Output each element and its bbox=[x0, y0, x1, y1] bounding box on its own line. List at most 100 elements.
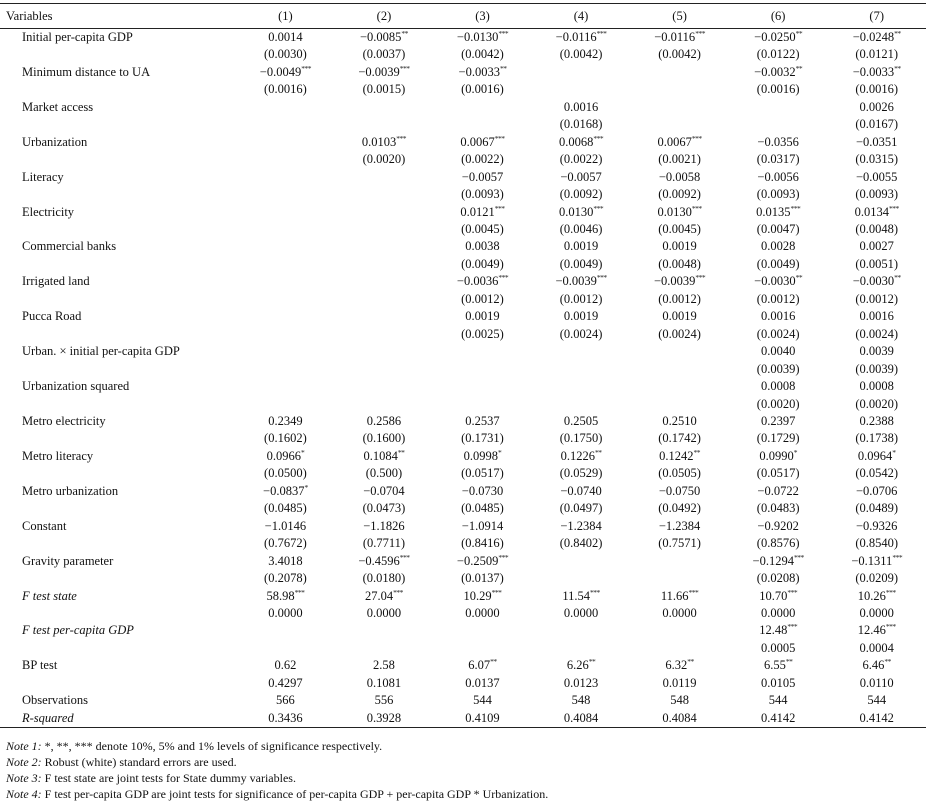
row-label bbox=[0, 256, 236, 273]
cell-value: 0.0964 bbox=[857, 448, 893, 463]
cell-value: −0.0039 bbox=[555, 274, 597, 289]
table-cell: (0.0012) bbox=[827, 291, 926, 308]
table-cell: 0.0019 bbox=[433, 308, 532, 325]
table-cell: 0.0966* bbox=[236, 448, 335, 465]
table-cell: 0.62 bbox=[236, 657, 335, 674]
significance-stars: *** bbox=[498, 552, 509, 562]
table-row: Observations 566 556 544 548 548 544 544 bbox=[0, 692, 926, 709]
significance-stars: ** bbox=[499, 63, 507, 73]
cell-value: (0.0016) bbox=[855, 82, 899, 97]
table-cell: (0.1738) bbox=[827, 430, 926, 447]
table-cell: (0.0497) bbox=[532, 500, 631, 517]
cell-value: 0.0105 bbox=[760, 675, 796, 690]
table-cell: 11.54*** bbox=[532, 588, 631, 605]
cell-value: −1.1826 bbox=[363, 518, 405, 533]
significance-stars: *** bbox=[498, 273, 509, 283]
table-cell: 0.0103*** bbox=[335, 134, 434, 151]
cell-value: 0.2510 bbox=[662, 413, 697, 428]
table-cell: 0.3436 bbox=[236, 709, 335, 729]
cell-value: (0.0012) bbox=[855, 291, 899, 306]
cell-value: (0.500) bbox=[365, 466, 403, 481]
table-cell: −1.0914 bbox=[433, 518, 532, 535]
significance-stars: ** bbox=[894, 63, 901, 73]
cell-value: (0.0025) bbox=[461, 326, 504, 341]
table-cell: (0.0024) bbox=[630, 326, 729, 343]
table-cell: −0.0250** bbox=[729, 29, 828, 47]
cell-value: 0.0019 bbox=[563, 309, 599, 324]
cell-value: (0.8416) bbox=[461, 536, 504, 551]
table-cell: 0.0130*** bbox=[532, 204, 631, 221]
significance-stars: *** bbox=[793, 552, 804, 562]
table-row-secondary: (0.0093) (0.0092) (0.0092) (0.0093) (0.0093) bbox=[0, 186, 926, 203]
row-label bbox=[0, 675, 236, 692]
cell-value: 0.0137 bbox=[465, 675, 500, 690]
table-cell: 6.46** bbox=[827, 657, 926, 674]
row-label bbox=[0, 291, 236, 308]
table-cell: (0.0500) bbox=[236, 465, 335, 482]
cell-value: 11.54 bbox=[562, 588, 590, 603]
cell-value: (0.0092) bbox=[658, 187, 701, 202]
table-cell bbox=[236, 622, 335, 639]
table-cell bbox=[236, 116, 335, 133]
table-cell: −1.1826 bbox=[335, 518, 434, 535]
cell-value: (0.0016) bbox=[461, 82, 504, 97]
table-cell: 0.4084 bbox=[531, 709, 631, 729]
table-cell: 0.0016 bbox=[827, 308, 926, 325]
significance-stars: *** bbox=[399, 63, 410, 73]
table-cell: 58.98*** bbox=[236, 588, 335, 605]
row-label: Urbanization squared bbox=[22, 379, 130, 394]
table-cell: −1.2384 bbox=[532, 518, 631, 535]
table-body: Initial per-capita GDP 0.0014 −0.0085** −0.… bbox=[0, 29, 926, 729]
note-label: Note 4: bbox=[6, 787, 42, 801]
cell-value: −0.1311 bbox=[851, 553, 893, 568]
table-cell: (0.0049) bbox=[433, 256, 532, 273]
cell-value: 0.0019 bbox=[563, 239, 599, 254]
cell-value: (0.0122) bbox=[756, 47, 800, 62]
table-row-secondary: (0.0168) (0.0167) bbox=[0, 116, 926, 133]
cell-value: (0.0137) bbox=[461, 571, 504, 586]
table-cell: (0.0485) bbox=[236, 500, 335, 517]
table-cell bbox=[630, 343, 729, 360]
table-cell: (0.0483) bbox=[729, 500, 828, 517]
note-1: Note 1: *, **, *** denote 10%, 5% and 1%… bbox=[6, 738, 548, 754]
table-cell: −0.1311*** bbox=[827, 553, 926, 570]
cell-value: 0.1242 bbox=[659, 448, 694, 463]
table-cell: 0.0110 bbox=[827, 675, 926, 692]
table-row: Pucca Road 0.0019 0.0019 0.0019 0.0016 0.0016 bbox=[0, 308, 926, 325]
table-cell: 3.4018 bbox=[236, 553, 335, 570]
table-cell bbox=[532, 553, 631, 570]
cell-value: 0.0110 bbox=[859, 675, 894, 690]
table-cell: 0.3928 bbox=[334, 709, 434, 729]
table-row-secondary: (0.0039) (0.0039) bbox=[0, 361, 926, 378]
row-label: Metro electricity bbox=[22, 413, 106, 428]
cell-value: (0.0022) bbox=[461, 152, 504, 167]
table-cell: (0.0093) bbox=[729, 186, 828, 203]
cell-value: 0.0966 bbox=[266, 448, 301, 463]
table-cell: (0.0020) bbox=[827, 396, 926, 413]
cell-value: 0.0130 bbox=[657, 204, 692, 219]
cell-value: 0.2388 bbox=[859, 413, 894, 428]
table-cell bbox=[335, 256, 434, 273]
cell-value: −0.0033 bbox=[852, 64, 895, 79]
table-cell: (0.0042) bbox=[532, 46, 631, 63]
table-cell: −0.0033** bbox=[827, 64, 926, 81]
table-row: Gravity parameter 3.4018 −0.4596*** −0.2509… bbox=[0, 553, 926, 570]
table-row-secondary: (0.0045) (0.0046) (0.0045) (0.0047) (0.0048) bbox=[0, 221, 926, 238]
significance-stars: ** bbox=[687, 657, 694, 667]
table-cell: 6.55** bbox=[729, 657, 828, 674]
significance-stars: ** bbox=[397, 447, 405, 457]
table-row-secondary: (0.7672) (0.7711) (0.8416) (0.8402) (0.7571)… bbox=[0, 535, 926, 552]
cell-value: 6.46 bbox=[862, 658, 885, 673]
cell-value: (0.0012) bbox=[658, 291, 701, 306]
cell-value: −0.0116 bbox=[654, 30, 696, 44]
row-label bbox=[0, 116, 236, 133]
table-cell: 0.0121*** bbox=[433, 204, 532, 221]
table-cell: (0.2078) bbox=[236, 570, 335, 587]
cell-value: 6.26 bbox=[566, 658, 589, 673]
cell-value: (0.0489) bbox=[855, 501, 899, 516]
table-cell: 0.4109 bbox=[433, 709, 532, 729]
table-cell: (0.0012) bbox=[532, 291, 631, 308]
table-cell: 0.0019 bbox=[630, 238, 729, 255]
table-cell: −0.0032** bbox=[729, 64, 828, 81]
table-cell: (0.0473) bbox=[335, 500, 434, 517]
